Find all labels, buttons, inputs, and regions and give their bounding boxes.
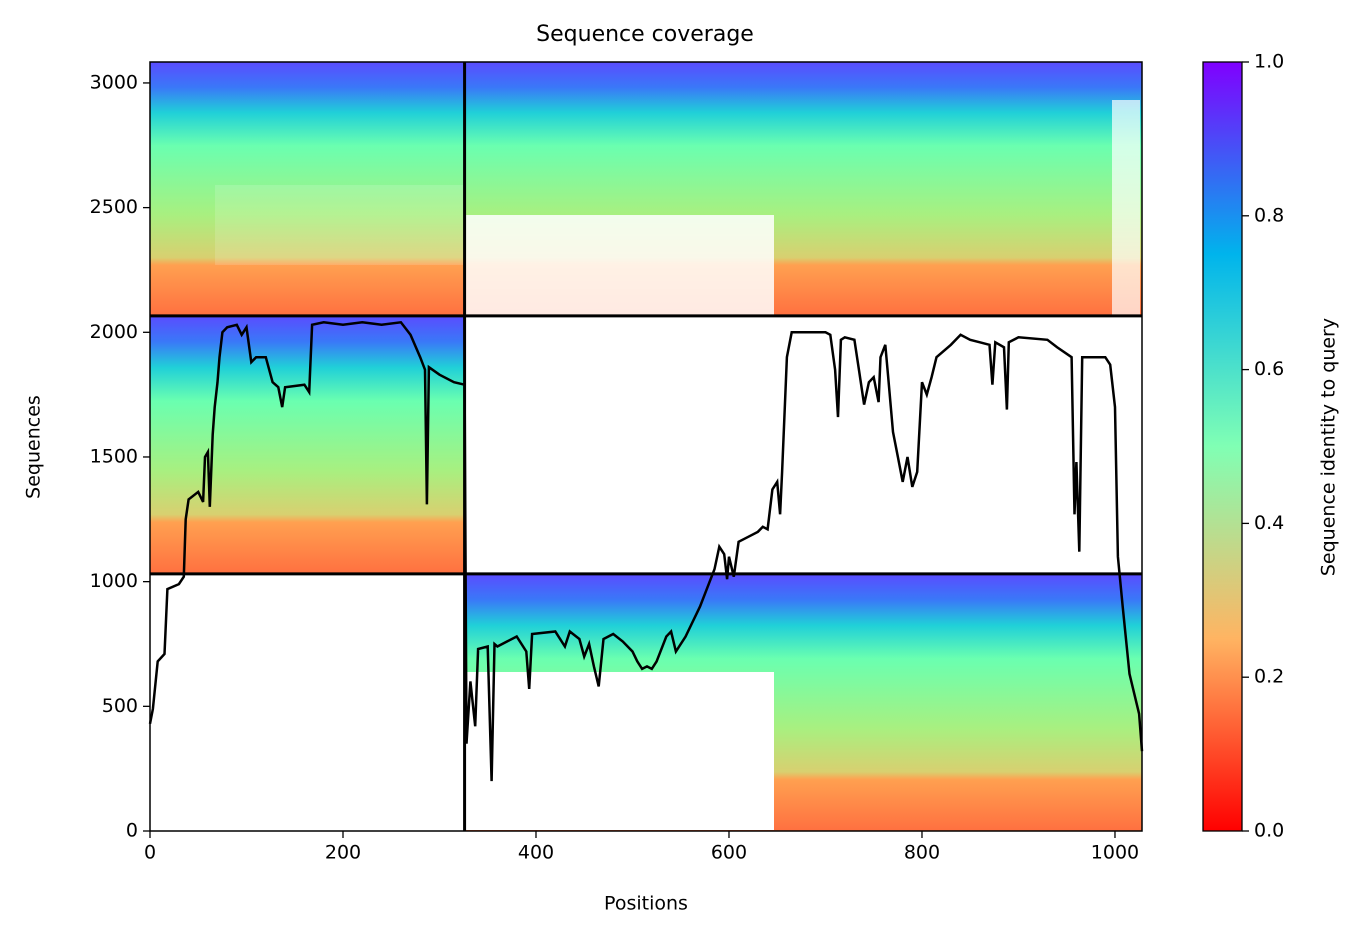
plot-frame (149, 61, 1143, 832)
y-tick-label: 1000 (90, 570, 138, 592)
x-tick-label: 600 (711, 842, 747, 864)
heat-gap (1112, 100, 1140, 315)
heat-gap (466, 215, 774, 315)
colorbar-tick-label: 0.2 (1254, 666, 1284, 688)
y-axis-label: Sequences (23, 395, 45, 499)
chart-title: Sequence coverage (536, 22, 754, 47)
y-tick-label: 2000 (90, 321, 138, 343)
x-axis-label: Positions (604, 893, 688, 915)
x-tick-label: 200 (325, 842, 361, 864)
colorbar-tick-label: 0.0 (1254, 820, 1284, 842)
y-tick-label: 0 (126, 820, 138, 842)
colorbar-tick-label: 0.8 (1254, 204, 1284, 226)
y-tick-label: 1500 (90, 445, 138, 467)
heat-block (150, 315, 465, 574)
x-tick-label: 1000 (1091, 842, 1139, 864)
colorbar-tick-label: 1.0 (1254, 51, 1284, 73)
heat-gap (215, 185, 463, 265)
colorbar-tick-label: 0.6 (1254, 358, 1284, 380)
y-tick-label: 500 (102, 695, 138, 717)
x-tick-label: 800 (904, 842, 940, 864)
colorbar-tick-label: 0.4 (1254, 512, 1284, 534)
coverage-line (148, 320, 1144, 782)
colorbar (1202, 61, 1243, 832)
heat-gap (466, 672, 774, 830)
x-tick-label: 0 (144, 842, 156, 864)
y-tick-label: 3000 (90, 71, 138, 93)
y-tick-label: 2500 (90, 196, 138, 218)
heat-block (150, 62, 465, 316)
colorbar-label: Sequence identity to query (1318, 318, 1340, 576)
coverage-heatmap (150, 62, 1143, 831)
x-tick-label: 400 (518, 842, 554, 864)
